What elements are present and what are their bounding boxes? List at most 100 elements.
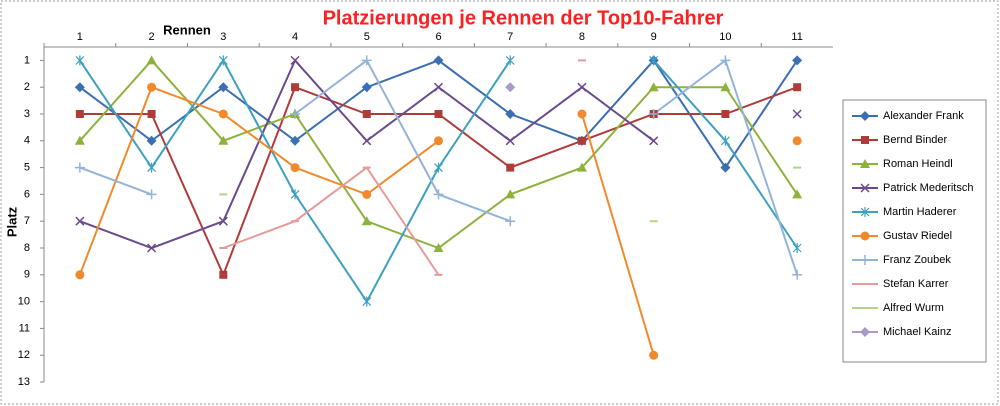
marker xyxy=(505,82,516,93)
marker xyxy=(861,136,869,144)
x-tick-label: 3 xyxy=(220,31,226,43)
legend-label: Alexander Frank xyxy=(883,110,964,122)
marker xyxy=(74,162,85,173)
marker xyxy=(720,135,730,146)
y-tick-label: 7 xyxy=(24,215,30,227)
marker xyxy=(361,55,372,66)
marker xyxy=(433,189,444,200)
chart-title: Platzierungen je Rennen der Top10-Fahrer xyxy=(323,7,724,29)
y-tick-label: 11 xyxy=(19,322,30,334)
marker xyxy=(362,296,372,307)
marker xyxy=(505,109,516,119)
x-tick-label: 8 xyxy=(579,31,585,43)
marker xyxy=(648,82,659,92)
marker xyxy=(860,327,870,337)
marker xyxy=(147,162,157,173)
marker xyxy=(290,189,300,200)
marker xyxy=(649,55,659,66)
marker xyxy=(577,109,587,119)
marker xyxy=(505,55,515,66)
marker xyxy=(792,55,803,66)
marker xyxy=(505,216,516,227)
y-tick-label: 4 xyxy=(24,135,30,147)
y-tick-label: 6 xyxy=(24,188,30,200)
x-tick-label: 10 xyxy=(719,31,731,43)
marker xyxy=(146,135,157,146)
marker xyxy=(75,270,85,280)
y-tick-label: 5 xyxy=(24,162,30,174)
marker xyxy=(720,162,731,173)
marker xyxy=(720,55,731,66)
y-tick-label: 9 xyxy=(24,269,30,281)
x-tick-label: 11 xyxy=(791,31,802,43)
x-tick-label: 4 xyxy=(292,31,298,43)
marker xyxy=(792,136,802,146)
marker xyxy=(649,350,659,360)
marker xyxy=(860,231,870,241)
marker xyxy=(362,189,372,199)
x-tick-label: 1 xyxy=(77,31,83,43)
x-tick-label: 6 xyxy=(435,31,441,43)
marker xyxy=(793,83,802,92)
marker xyxy=(218,216,228,226)
marker xyxy=(74,135,85,145)
marker xyxy=(434,136,443,146)
marker xyxy=(792,269,803,280)
x-axis-title: Rennen xyxy=(163,22,211,37)
marker xyxy=(577,136,586,145)
marker xyxy=(147,110,156,118)
y-tick-label: 10 xyxy=(18,296,30,308)
marker xyxy=(361,82,372,93)
marker xyxy=(648,109,659,119)
marker xyxy=(434,162,443,173)
marker xyxy=(577,82,587,92)
legend-label: Gustav Riedel xyxy=(883,230,952,242)
marker xyxy=(576,162,587,172)
marker xyxy=(792,189,803,199)
marker xyxy=(720,82,731,92)
marker xyxy=(792,109,802,119)
marker xyxy=(290,135,301,146)
marker xyxy=(860,183,870,193)
marker xyxy=(505,189,516,199)
marker xyxy=(649,136,659,146)
marker xyxy=(290,109,301,119)
marker xyxy=(219,270,228,279)
marker xyxy=(146,55,157,65)
marker xyxy=(860,255,870,265)
marker xyxy=(506,163,515,172)
marker xyxy=(505,136,515,146)
marker xyxy=(218,55,228,66)
x-tick-label: 7 xyxy=(507,31,513,43)
marker xyxy=(218,109,228,119)
marker xyxy=(147,243,157,253)
x-tick-label: 2 xyxy=(149,31,155,43)
marker xyxy=(290,55,300,65)
marker xyxy=(290,163,300,173)
marker xyxy=(433,243,444,252)
marker xyxy=(75,216,85,226)
legend-label: Roman Heindl xyxy=(883,158,953,170)
legend-label: Alfred Wurm xyxy=(883,302,944,314)
y-tick-label: 2 xyxy=(24,81,30,93)
marker xyxy=(792,243,802,253)
marker xyxy=(147,82,157,92)
marker xyxy=(860,159,870,168)
marker xyxy=(218,135,229,145)
marker xyxy=(434,110,443,118)
legend-label: Martin Haderer xyxy=(883,206,957,218)
marker xyxy=(75,55,85,66)
y-tick-label: 3 xyxy=(24,108,30,120)
marker xyxy=(362,136,372,146)
y-tick-label: 1 xyxy=(24,54,30,66)
marker xyxy=(291,83,300,92)
marker xyxy=(860,111,870,121)
marker xyxy=(74,82,85,93)
y-tick-label: 12 xyxy=(18,349,30,361)
marker xyxy=(146,189,157,200)
y-axis-title: Platz xyxy=(4,206,19,237)
legend-label: Franz Zoubek xyxy=(883,254,951,266)
marker xyxy=(75,110,84,118)
